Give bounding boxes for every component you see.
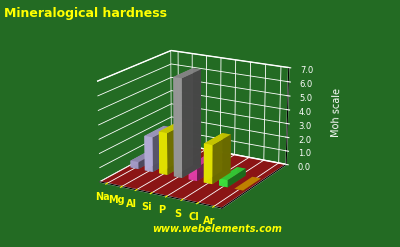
Text: www.webelements.com: www.webelements.com: [152, 224, 282, 234]
Text: Mineralogical hardness: Mineralogical hardness: [4, 7, 167, 21]
